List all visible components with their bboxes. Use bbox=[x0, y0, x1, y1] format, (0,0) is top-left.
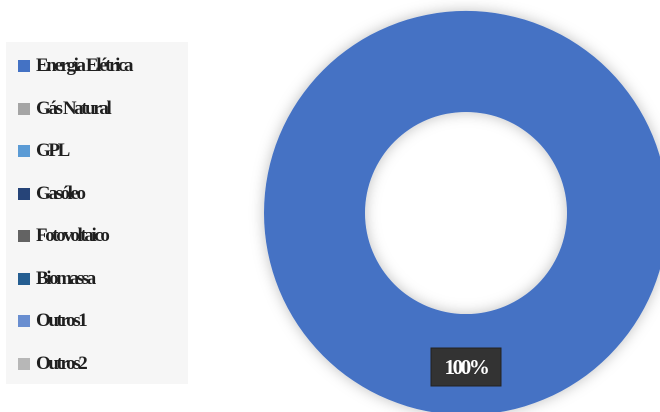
legend-label: Biomassa bbox=[36, 267, 96, 289]
legend-swatch bbox=[18, 102, 30, 115]
legend-label: Outros2 bbox=[36, 352, 88, 374]
legend-swatch bbox=[18, 187, 30, 200]
legend-swatch bbox=[18, 357, 30, 370]
data-label: 100% bbox=[445, 355, 489, 379]
legend-item: Biomassa bbox=[18, 267, 96, 291]
legend-label: Outros1 bbox=[36, 310, 88, 331]
legend-swatch bbox=[18, 60, 30, 72]
legend-swatch bbox=[18, 230, 30, 242]
legend-item: Fotovoltaico bbox=[18, 224, 110, 248]
donut-slice bbox=[264, 11, 660, 412]
legend-item: Outros2 bbox=[18, 352, 88, 376]
legend-item: Gasóleo bbox=[18, 182, 86, 206]
legend-swatch bbox=[18, 145, 30, 157]
legend-label: Fotovoltaico bbox=[36, 225, 110, 246]
chart-legend: Energia Elétrica Gás Natural GPL Gasóleo Fot… bbox=[6, 42, 188, 384]
legend-label: Gás Natural bbox=[36, 97, 112, 119]
legend-label: GPL bbox=[36, 140, 70, 161]
legend-item: Energia Elétrica bbox=[18, 54, 133, 78]
legend-item: GPL bbox=[18, 139, 70, 163]
legend-swatch bbox=[18, 272, 30, 285]
legend-item: Outros1 bbox=[18, 309, 88, 333]
legend-item: Gás Natural bbox=[18, 97, 112, 121]
legend-label: Gasóleo bbox=[36, 182, 86, 204]
legend-label: Energia Elétrica bbox=[36, 55, 133, 76]
data-label-background bbox=[430, 347, 502, 387]
legend-swatch bbox=[18, 315, 30, 327]
